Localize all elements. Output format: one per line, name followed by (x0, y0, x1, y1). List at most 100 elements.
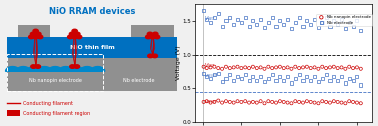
Circle shape (33, 35, 38, 39)
Point (323, 74, 329, 76)
Polygon shape (16, 67, 30, 71)
Point (234, 75, 240, 77)
Point (358, 68, 364, 70)
Point (296, 16, 302, 18)
Point (350, 67, 356, 69)
Point (346, 77, 352, 79)
Text: $V_{SET}$: $V_{SET}$ (204, 14, 216, 23)
Point (331, 66, 337, 68)
Point (242, 66, 248, 68)
Point (269, 101, 275, 103)
Text: $V_{RESET}$: $V_{RESET}$ (204, 98, 218, 106)
Polygon shape (27, 67, 41, 71)
Point (323, 67, 329, 69)
Point (288, 28, 294, 30)
Point (331, 20, 337, 22)
Point (262, 68, 268, 70)
Point (311, 75, 318, 77)
Point (208, 77, 214, 79)
Point (223, 20, 229, 22)
Point (342, 68, 349, 70)
Point (246, 67, 252, 69)
Point (300, 79, 306, 81)
Point (292, 77, 298, 79)
Point (285, 102, 291, 104)
Bar (7, 37, 177, 58)
Text: Conducting filament: Conducting filament (23, 101, 73, 106)
Point (304, 75, 310, 77)
Point (323, 101, 329, 103)
Circle shape (31, 65, 36, 68)
Point (234, 66, 240, 68)
Polygon shape (80, 67, 94, 71)
Point (234, 100, 240, 102)
Text: Nb electrode: Nb electrode (123, 78, 154, 83)
Point (269, 16, 275, 18)
Point (239, 21, 245, 23)
Point (304, 100, 310, 102)
Point (227, 101, 233, 103)
Circle shape (36, 32, 41, 36)
Circle shape (35, 65, 40, 68)
Point (250, 101, 256, 103)
Point (257, 18, 263, 20)
Circle shape (148, 54, 153, 58)
Point (338, 75, 344, 77)
Point (223, 66, 229, 68)
Point (354, 66, 360, 68)
Point (319, 100, 325, 102)
Point (277, 20, 283, 22)
Point (242, 74, 248, 76)
Point (227, 74, 233, 76)
Bar (7, 54, 103, 91)
Point (335, 23, 341, 25)
Point (338, 18, 344, 20)
Point (308, 79, 314, 81)
Point (257, 100, 263, 102)
Point (201, 101, 207, 103)
Point (250, 66, 256, 68)
Point (262, 81, 268, 83)
Point (288, 82, 294, 84)
Point (201, 72, 207, 74)
Point (335, 101, 341, 103)
Point (231, 79, 237, 81)
Point (285, 18, 291, 20)
Polygon shape (48, 67, 62, 71)
Circle shape (72, 29, 77, 33)
Point (223, 77, 229, 79)
Point (292, 100, 298, 102)
Point (300, 102, 306, 104)
Point (211, 74, 217, 76)
Point (296, 74, 302, 76)
Point (319, 66, 325, 68)
Point (358, 30, 364, 32)
Point (246, 25, 252, 27)
Point (223, 100, 229, 102)
Point (350, 25, 356, 27)
Point (335, 79, 341, 81)
Point (211, 16, 217, 18)
Point (350, 79, 356, 81)
Point (204, 18, 210, 20)
Point (346, 100, 352, 102)
Point (265, 77, 271, 79)
Point (281, 79, 287, 81)
Point (254, 79, 260, 81)
Point (296, 67, 302, 69)
Legend: Nb nanopin electrode, Nb electrode: Nb nanopin electrode, Nb electrode (316, 14, 372, 26)
Point (254, 102, 260, 104)
Point (239, 77, 245, 79)
Point (281, 101, 287, 103)
Bar (7, 58, 177, 91)
Point (288, 102, 294, 104)
Point (204, 100, 210, 102)
Point (211, 66, 217, 68)
Point (219, 68, 225, 70)
Point (358, 102, 364, 104)
Point (342, 102, 349, 104)
Point (262, 102, 268, 104)
Circle shape (74, 65, 79, 68)
Bar (132, 25, 174, 37)
Point (269, 74, 275, 76)
